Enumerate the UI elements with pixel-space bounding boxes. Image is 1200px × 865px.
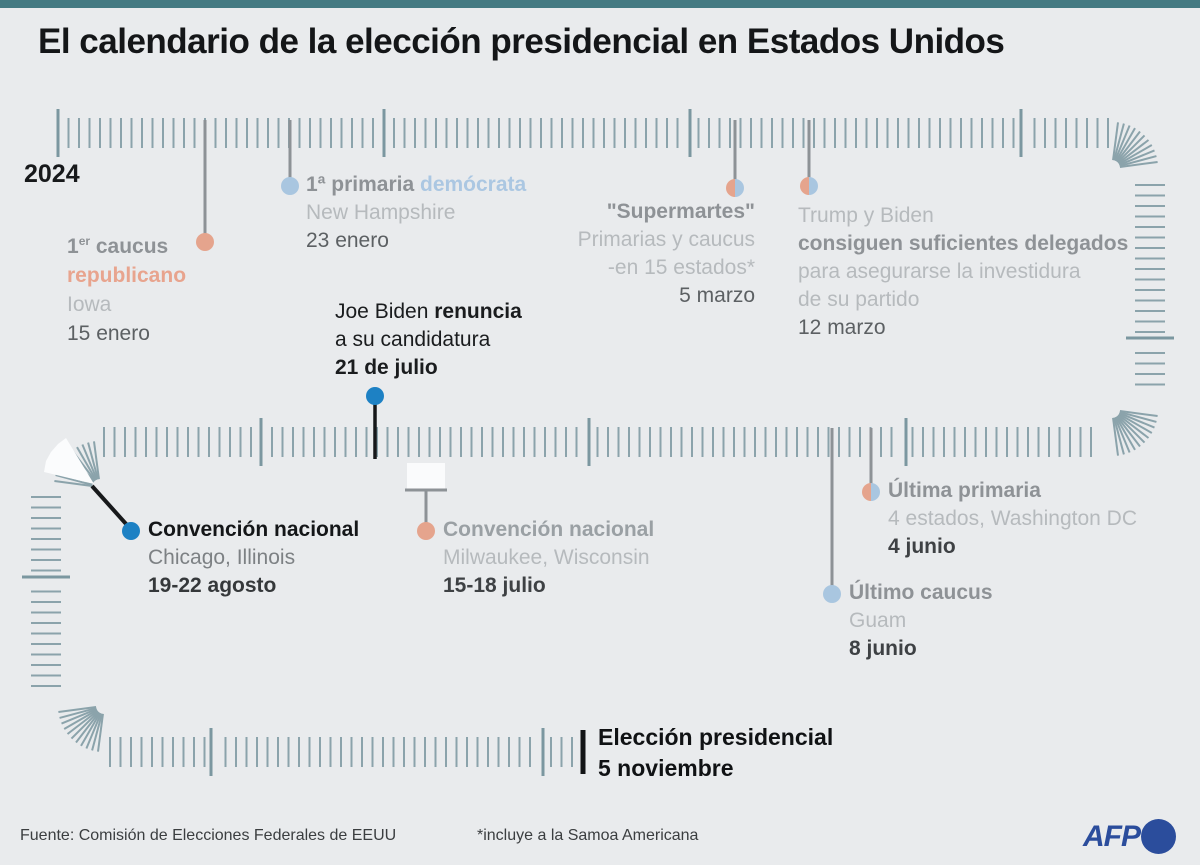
iowa-caucus-dot xyxy=(196,233,214,251)
event-presidential-election: Elección presidencial 5 noviembre xyxy=(598,724,834,781)
top-accent-bar xyxy=(0,0,1200,8)
source-note: Fuente: Comisión de Elecciones Federales… xyxy=(20,827,397,844)
delegates-dot xyxy=(800,177,818,195)
supermartes-dot xyxy=(726,179,744,197)
milwaukee-convention-dot xyxy=(417,522,435,540)
event-chicago-convention: Convención nacional Chicago, Illinois 19… xyxy=(148,518,360,597)
biden-withdrawal-dot xyxy=(366,387,384,405)
afp-logo-circle-icon xyxy=(1141,819,1176,854)
event-last-primary: Última primaria 4 estados, Washington DC… xyxy=(888,479,1138,558)
event-first-caucus: 1er caucus republicano Iowa 15 enero xyxy=(67,234,187,345)
event-delegates: Trump y Biden consiguen suficientes dele… xyxy=(798,204,1129,339)
year-label: 2024 xyxy=(24,160,80,188)
afp-logo: AFP xyxy=(1083,819,1176,854)
event-first-primary: 1ª primaria demócrata New Hampshire 23 e… xyxy=(306,173,527,252)
event-milwaukee-convention: Convención nacional Milwaukee, Wisconsin… xyxy=(443,518,655,597)
event-biden-withdrawal: Joe Biden renuncia a su candidatura 21 d… xyxy=(335,300,522,379)
chicago-convention-dot xyxy=(122,522,140,540)
last-caucus-dot xyxy=(823,585,841,603)
afp-logo-text: AFP xyxy=(1083,819,1141,853)
event-last-caucus: Último caucus Guam 8 junio xyxy=(849,581,993,660)
event-supermartes: "Supermartes" Primarias y caucus -en 15 … xyxy=(577,200,755,307)
new-hampshire-primary-dot xyxy=(281,177,299,195)
last-primary-dot xyxy=(862,483,880,501)
page-title: El calendario de la elección presidencia… xyxy=(38,22,1005,61)
asterisk-note: *incluye a la Samoa Americana xyxy=(477,827,699,844)
